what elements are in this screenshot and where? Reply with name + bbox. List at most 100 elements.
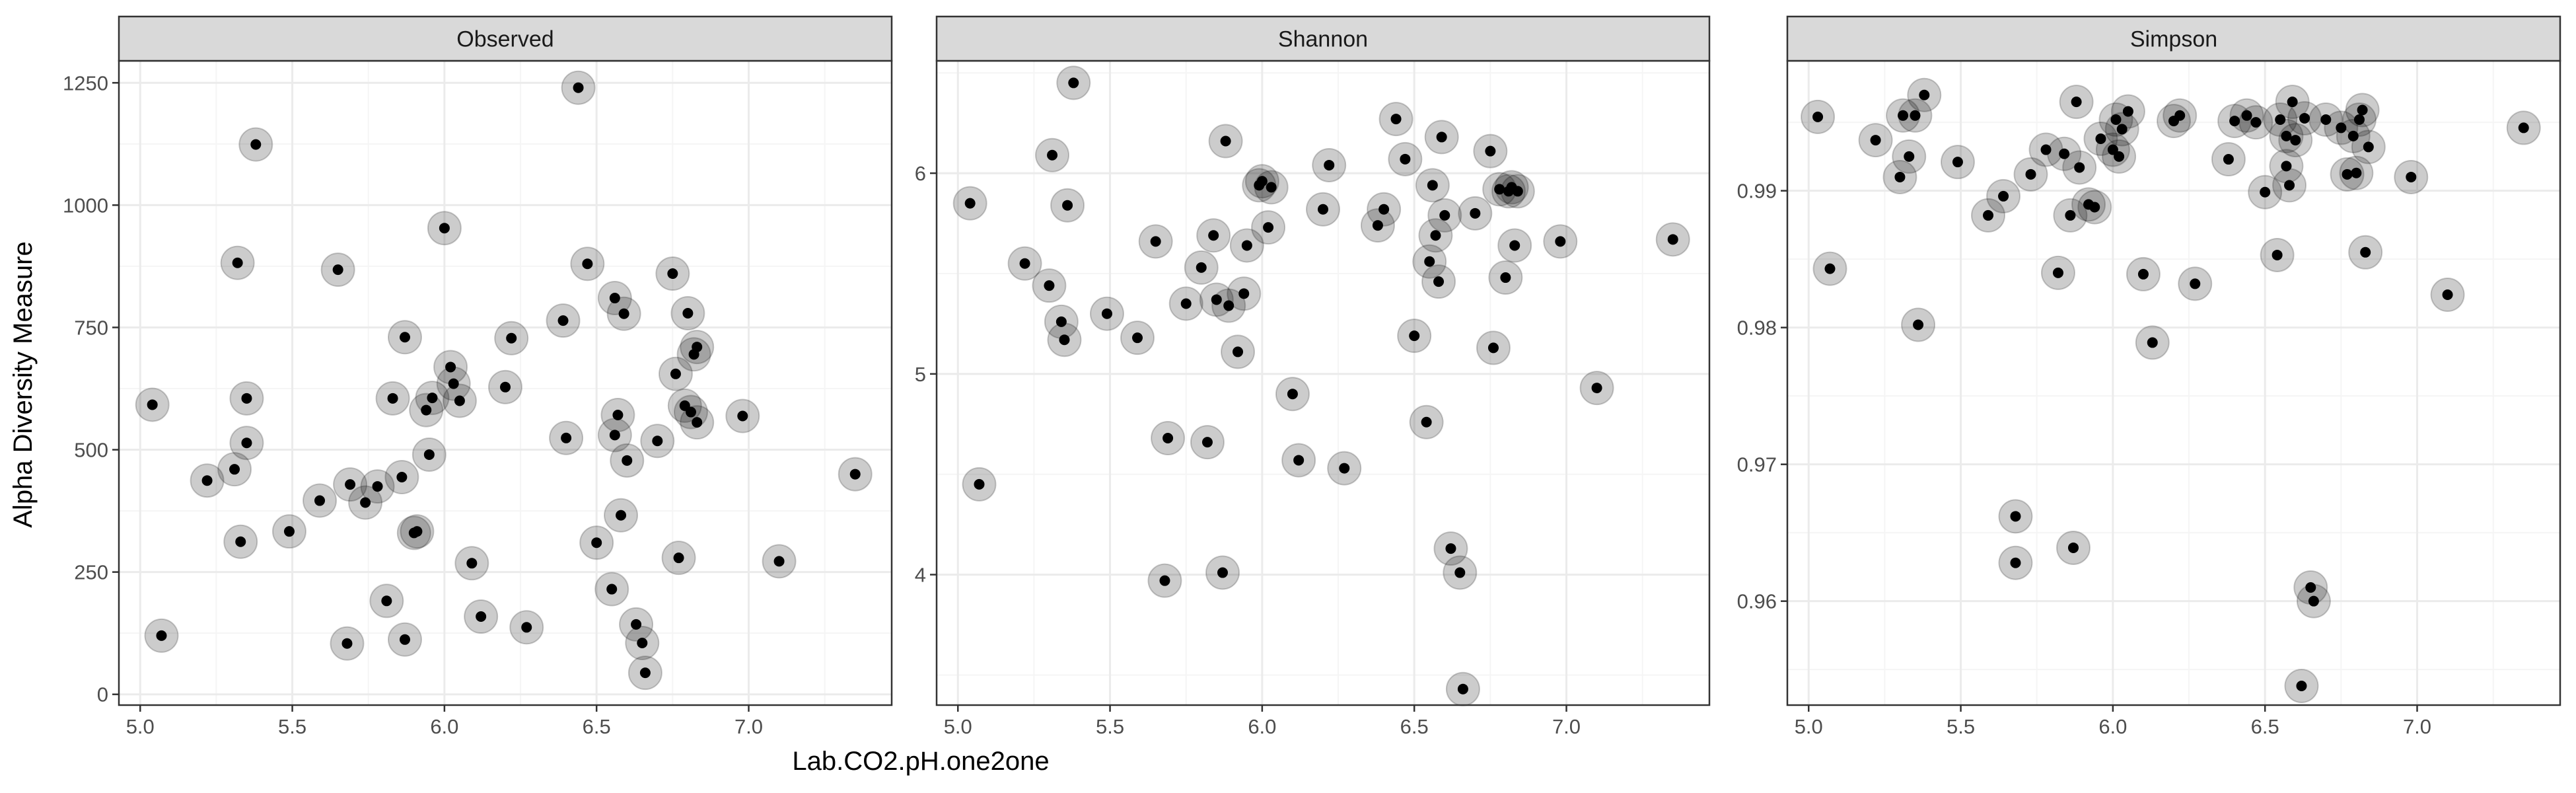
data-point xyxy=(652,435,663,447)
y-tick-label: 250 xyxy=(74,561,108,584)
data-point xyxy=(1196,262,1207,273)
data-point xyxy=(1485,145,1496,157)
data-point xyxy=(685,406,696,418)
data-point xyxy=(2347,130,2359,141)
y-tick-label: 0.99 xyxy=(1737,180,1777,203)
facet-strip-label: Observed xyxy=(456,27,554,52)
data-point xyxy=(2095,133,2106,144)
y-tick-label: 750 xyxy=(74,316,108,339)
data-point xyxy=(2174,110,2186,121)
data-point xyxy=(1390,114,1402,125)
x-tick-label: 5.0 xyxy=(944,715,972,738)
data-point xyxy=(1824,263,1836,274)
y-tick-label: 1250 xyxy=(63,71,108,94)
data-point xyxy=(1101,308,1112,319)
data-point xyxy=(2296,681,2307,692)
data-points xyxy=(1801,77,2541,704)
data-point xyxy=(314,495,326,506)
data-point xyxy=(2442,289,2453,300)
data-point xyxy=(399,332,410,343)
data-point xyxy=(399,634,410,645)
facet-shannon: Shannon 5.0 5.5 6.0 6.5 7.0 4 5 6 xyxy=(915,15,1711,738)
y-tick-label: 6 xyxy=(915,162,926,185)
data-point xyxy=(241,393,252,404)
data-point xyxy=(235,536,246,547)
data-point xyxy=(2351,167,2362,178)
data-point xyxy=(609,430,620,441)
data-point xyxy=(1201,437,1213,448)
data-point xyxy=(506,332,517,344)
data-point xyxy=(2275,114,2286,126)
plot-background xyxy=(937,61,1709,705)
data-point xyxy=(1238,288,1250,299)
data-point xyxy=(1220,135,1231,147)
data-point xyxy=(439,223,450,234)
data-points xyxy=(952,65,1690,706)
data-point xyxy=(2116,124,2128,135)
data-point xyxy=(2059,148,2070,159)
data-point xyxy=(639,667,651,679)
data-point xyxy=(2229,116,2240,127)
data-point xyxy=(773,556,785,567)
data-point xyxy=(616,510,627,521)
data-point xyxy=(1263,222,1274,233)
data-point xyxy=(1427,180,1438,191)
data-point xyxy=(1433,276,1445,287)
data-point xyxy=(454,395,465,406)
data-point xyxy=(345,479,356,490)
data-point xyxy=(2147,337,2158,348)
data-point xyxy=(1436,132,1447,143)
data-point xyxy=(631,619,642,630)
data-point xyxy=(2342,169,2353,180)
data-point xyxy=(1044,280,1055,291)
data-point xyxy=(156,630,167,641)
data-point xyxy=(591,537,602,548)
data-point xyxy=(1424,256,1435,267)
facet-strip xyxy=(1786,15,2561,62)
y-tick-label: 0.98 xyxy=(1737,317,1777,340)
data-point xyxy=(2040,144,2052,155)
data-point xyxy=(1223,300,1234,311)
x-tick-label: 5.5 xyxy=(1096,715,1124,738)
data-point xyxy=(2299,112,2310,124)
data-point xyxy=(2110,114,2122,126)
x-tick-label: 5.5 xyxy=(1947,715,1975,738)
data-point xyxy=(2067,542,2079,553)
data-point xyxy=(1378,204,1390,215)
data-point xyxy=(2287,96,2298,108)
data-point xyxy=(1159,575,1170,586)
data-point xyxy=(1055,316,1067,327)
x-tick-label: 7.0 xyxy=(1552,715,1581,738)
data-point xyxy=(387,393,398,404)
data-point xyxy=(1324,159,1335,170)
data-point xyxy=(1494,184,1505,195)
data-point xyxy=(521,622,532,633)
data-point xyxy=(618,308,629,319)
data-point xyxy=(2284,180,2295,191)
data-point xyxy=(2114,151,2125,162)
y-tick-label: 0.96 xyxy=(1737,590,1777,613)
data-point xyxy=(1910,110,1921,121)
data-point xyxy=(341,638,353,649)
data-point xyxy=(1287,389,1298,400)
data-point xyxy=(1241,240,1252,251)
data-point xyxy=(1233,346,1244,358)
data-point xyxy=(737,410,748,422)
y-tick-label: 5 xyxy=(915,363,926,386)
data-point xyxy=(283,526,295,537)
data-point xyxy=(2137,268,2149,280)
data-point xyxy=(1591,383,1602,394)
data-point xyxy=(557,315,569,326)
data-point xyxy=(2010,511,2021,522)
data-point xyxy=(1208,230,1219,241)
data-point xyxy=(427,393,438,404)
data-point xyxy=(1339,463,1350,474)
data-point xyxy=(2320,114,2332,126)
data-point xyxy=(1667,234,1678,245)
data-point xyxy=(1512,186,1523,197)
data-point xyxy=(201,475,213,486)
data-point xyxy=(622,455,633,466)
plot-background xyxy=(1787,61,2560,705)
data-point xyxy=(2360,246,2371,258)
